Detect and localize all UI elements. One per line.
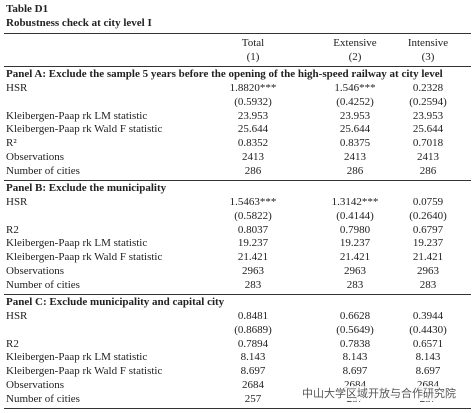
cell: 0.8352 [237, 137, 269, 150]
cell: 19.237 [339, 237, 371, 250]
rule [4, 408, 471, 409]
row-label: Number of cities [6, 278, 80, 291]
cell: 2963 [417, 265, 439, 277]
row-label: R² [6, 137, 17, 150]
column-number: (2) [348, 51, 362, 63]
cell: 21.421 [237, 251, 269, 264]
cell: (0.4430) [409, 323, 447, 336]
cell: 0.3944 [412, 310, 444, 322]
cell: 8.697 [240, 365, 266, 378]
cell: 283 [419, 278, 437, 291]
cell: 286 [419, 164, 437, 177]
cell: 8.143 [240, 351, 266, 364]
cell: 21.421 [339, 251, 371, 264]
row-label: Kleibergen-Paap rk LM statistic [6, 351, 148, 364]
cell: (0.4252) [336, 95, 374, 108]
rule [4, 66, 471, 67]
cell: 283 [244, 278, 262, 291]
panel-title: Panel C: Exclude municipality and capita… [6, 296, 225, 308]
cell: 0.7018 [412, 137, 444, 150]
cell: 0.7980 [339, 223, 371, 236]
cell: 286 [244, 164, 262, 177]
row-label: Observations [6, 151, 65, 163]
rule [4, 180, 471, 181]
row-label: Kleibergen-Paap rk Wald F statistic [6, 365, 163, 378]
column-header: Intensive [407, 37, 449, 49]
cell: 2963 [242, 265, 264, 277]
row-label: Number of cities [6, 392, 80, 405]
cell: 21.421 [412, 251, 444, 264]
cell: 23.953 [339, 109, 371, 122]
cell: 0.6628 [339, 310, 371, 322]
row-label: HSR [6, 196, 28, 208]
row-label: Observations [6, 265, 65, 277]
column-header: Extensive [333, 37, 377, 49]
cell: 0.2328 [412, 82, 444, 94]
row-label: HSR [6, 82, 28, 94]
cell: 0.6797 [412, 223, 444, 236]
panel-title: Panel B: Exclude the municipality [6, 182, 167, 194]
cell: (0.5932) [234, 95, 272, 108]
cell: 0.8481 [237, 310, 269, 322]
cell: 257 [244, 392, 262, 405]
cell: 1.3142*** [331, 196, 379, 208]
cell: 19.237 [237, 237, 269, 250]
cell: 0.7838 [339, 337, 371, 350]
cell: 23.953 [237, 109, 269, 122]
cell: 286 [346, 164, 364, 177]
cell: 8.697 [415, 365, 441, 378]
row-label: Kleibergen-Paap rk LM statistic [6, 109, 148, 122]
cell: 2413 [344, 151, 366, 163]
row-label: Number of cities [6, 164, 80, 177]
row-label: R2 [6, 223, 19, 236]
cell: 25.644 [339, 123, 371, 136]
column-number: (3) [421, 51, 435, 63]
watermark: 中山大学区域开放与合作研究院 [298, 386, 460, 401]
cell: 25.644 [412, 123, 444, 136]
cell: 2413 [417, 151, 439, 163]
cell: 2963 [344, 265, 366, 277]
cell: 8.143 [342, 351, 368, 364]
column-header: Total [241, 37, 265, 49]
cell: (0.2640) [409, 209, 447, 222]
cell: 0.8037 [237, 223, 269, 236]
rule [4, 294, 471, 295]
row-label: Kleibergen-Paap rk LM statistic [6, 237, 148, 250]
cell: 0.6571 [412, 337, 444, 350]
cell: (0.4144) [336, 209, 374, 222]
row-label: Kleibergen-Paap rk Wald F statistic [6, 251, 163, 264]
cell: 0.7894 [237, 337, 269, 350]
cell: 1.8820*** [229, 82, 277, 94]
cell: 0.0759 [412, 196, 444, 208]
cell: 8.697 [342, 365, 368, 378]
row-label: Observations [6, 379, 65, 391]
rule [4, 33, 471, 34]
cell: (0.5822) [234, 209, 272, 222]
cell: (0.8689) [234, 323, 272, 336]
cell: 23.953 [412, 109, 444, 122]
cell: 1.5463*** [229, 196, 277, 208]
cell: 2413 [242, 151, 264, 163]
row-label: HSR [6, 310, 28, 322]
row-label: R2 [6, 337, 19, 350]
column-number: (1) [246, 51, 260, 63]
cell: 8.143 [415, 351, 441, 364]
cell: 0.8375 [339, 137, 371, 150]
cell: 283 [346, 278, 364, 291]
cell: 19.237 [412, 237, 444, 250]
cell: (0.2594) [409, 95, 447, 108]
table-title: Table D1 [6, 3, 49, 15]
cell: 1.546*** [334, 82, 376, 94]
panel-title: Panel A: Exclude the sample 5 years befo… [6, 68, 443, 80]
cell: 25.644 [237, 123, 269, 136]
cell: (0.5649) [336, 323, 374, 336]
cell: 2684 [242, 379, 264, 391]
row-label: Kleibergen-Paap rk Wald F statistic [6, 123, 163, 136]
table-subtitle: Robustness check at city level I [6, 17, 152, 29]
